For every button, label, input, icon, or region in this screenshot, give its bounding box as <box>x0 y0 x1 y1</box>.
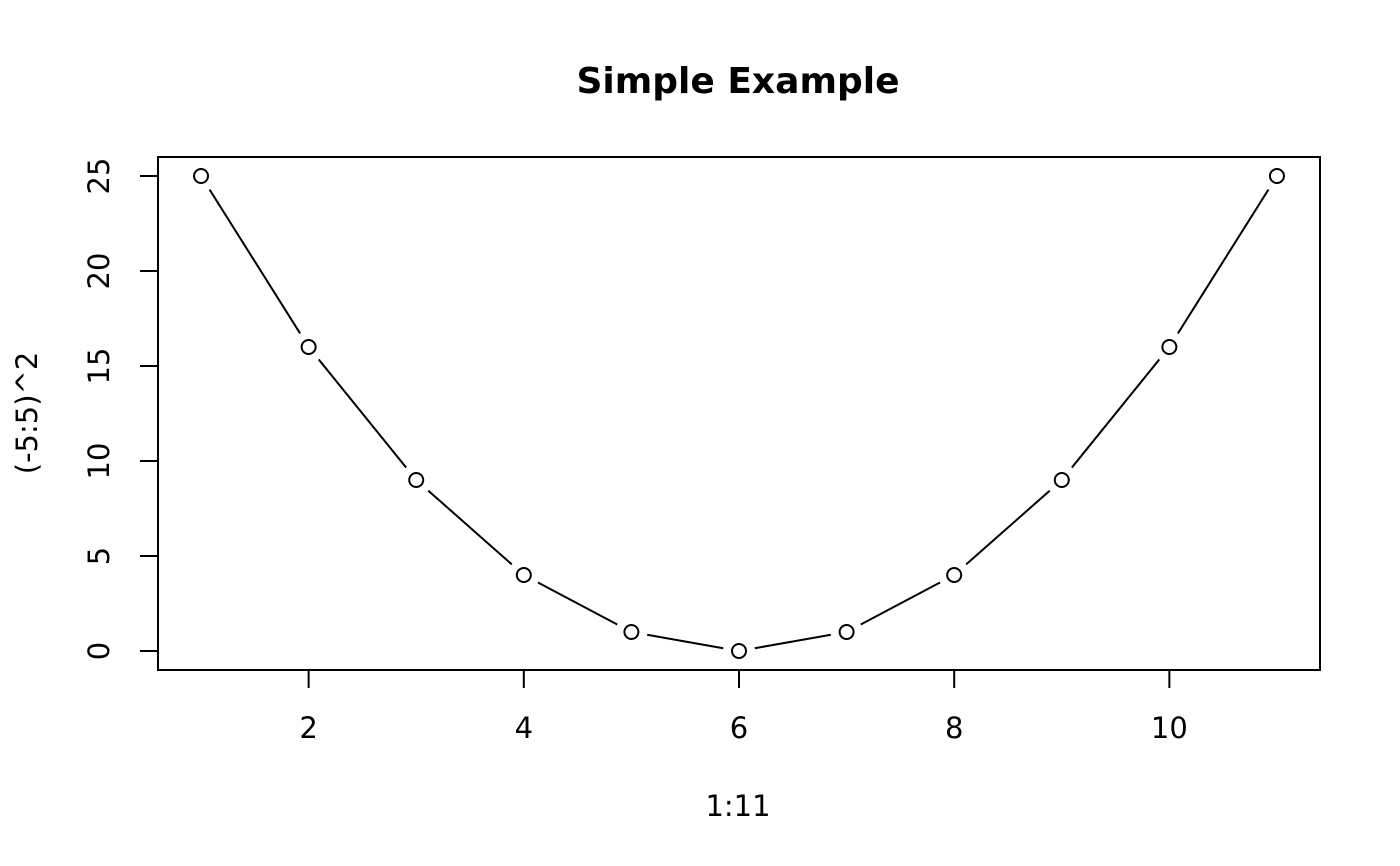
data-point <box>838 624 855 640</box>
y-axis: 0 5 10 15 20 25 <box>82 158 159 660</box>
y-tick-label: 10 <box>82 443 116 480</box>
data-point <box>408 472 425 488</box>
line-segment <box>317 358 407 469</box>
data-point <box>731 643 747 659</box>
data-point <box>623 624 640 640</box>
y-axis-label: (-5:5)^2 <box>10 352 44 475</box>
line-segment <box>537 581 618 626</box>
series-points <box>193 168 1285 659</box>
y-tick-label: 5 <box>82 547 116 565</box>
line-segment <box>1177 189 1270 334</box>
chart-title: Simple Example <box>577 61 900 102</box>
line-segment <box>427 489 513 566</box>
data-point <box>300 339 317 355</box>
x-axis-label: 1:11 <box>705 789 770 823</box>
line-segment <box>646 633 724 650</box>
line-segment <box>754 633 832 650</box>
x-tick-label: 6 <box>730 711 748 745</box>
x-tick-label: 2 <box>299 711 317 745</box>
y-tick-label: 15 <box>82 348 116 385</box>
data-point <box>515 567 532 583</box>
data-point <box>1053 472 1070 488</box>
line-segment <box>1071 358 1161 469</box>
data-point <box>193 168 210 184</box>
line-segment <box>208 189 301 334</box>
line-segment <box>860 581 941 626</box>
y-tick-label: 20 <box>82 253 116 290</box>
x-tick-label: 4 <box>515 711 533 745</box>
data-point <box>1268 168 1285 184</box>
x-tick-label: 10 <box>1151 711 1188 745</box>
x-axis: 2 4 6 8 10 <box>299 669 1188 745</box>
plot-frame <box>157 156 1321 671</box>
y-tick-label: 0 <box>82 642 116 660</box>
y-tick-label: 25 <box>82 158 116 195</box>
x-tick-label: 8 <box>945 711 963 745</box>
data-point <box>946 567 963 583</box>
series-line <box>208 189 1270 650</box>
data-point <box>1161 339 1178 355</box>
line-segment <box>965 489 1051 566</box>
